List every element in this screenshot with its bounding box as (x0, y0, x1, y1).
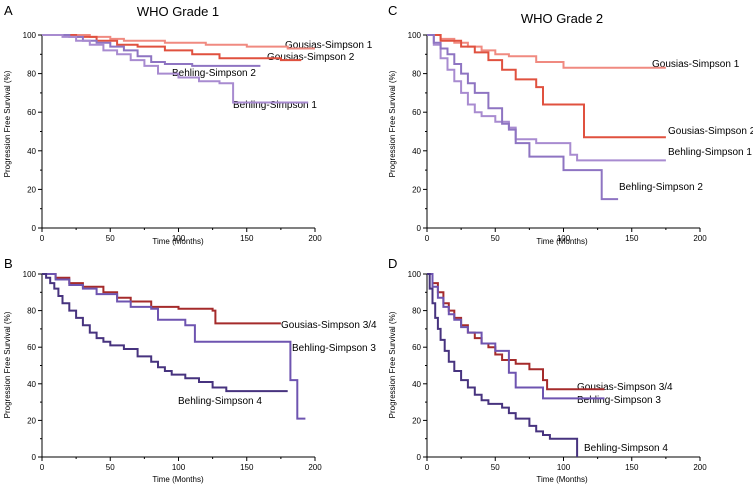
y-axis-title: Progression Free Survival (%) (388, 70, 397, 177)
x-tick-label: 100 (172, 463, 186, 472)
y-axis-title: Progression Free Survival (%) (388, 311, 397, 418)
km-curve-gousias-simpson-3-4 (42, 273, 281, 325)
y-tick-label: 20 (27, 416, 36, 425)
y-axis-title: Progression Free Survival (%) (3, 70, 12, 177)
y-tick-label: 100 (23, 270, 37, 279)
km-curve-behling-simpson-3 (427, 273, 605, 400)
x-tick-label: 150 (240, 234, 254, 243)
panel-b: B Time (Months) Progression Free Surviva… (3, 256, 377, 484)
chart-title: WHO Grade 2 (521, 11, 603, 26)
x-tick-label: 0 (425, 234, 430, 243)
x-tick-label: 100 (557, 234, 571, 243)
x-tick-label: 50 (491, 234, 500, 243)
x-tick-label: 150 (625, 463, 639, 472)
y-tick-label: 80 (412, 70, 421, 79)
x-tick-label: 50 (106, 463, 115, 472)
y-tick-label: 40 (27, 380, 36, 389)
x-axis-title: Time (Months) (536, 475, 588, 484)
km-curve-behling-simpson-1 (42, 34, 309, 104)
y-tick-label: 100 (408, 270, 422, 279)
series-label-behling-simpson-2: Behling-Simpson 2 (619, 182, 703, 193)
y-tick-label: 60 (412, 108, 421, 117)
x-tick-label: 200 (693, 234, 707, 243)
x-tick-label: 100 (172, 234, 186, 243)
panel-letter: C (388, 3, 397, 18)
km-curve-behling-simpson-3 (42, 273, 306, 420)
km-curve-behling-simpson-4 (42, 273, 288, 393)
y-tick-label: 100 (408, 31, 422, 40)
x-tick-label: 150 (625, 234, 639, 243)
series-label-gousias-simpson-3-4: Gousias-Simpson 3/4 (281, 320, 377, 331)
panel-d: D Time (Months) Progression Free Surviva… (388, 256, 707, 484)
panel-letter: B (4, 256, 13, 271)
series-label-behling-simpson-4: Behling-Simpson 4 (584, 443, 668, 454)
x-axis-title: Time (Months) (152, 237, 204, 246)
x-tick-label: 200 (693, 463, 707, 472)
y-tick-label: 80 (412, 307, 421, 316)
y-tick-label: 80 (27, 70, 36, 79)
x-tick-label: 200 (308, 234, 322, 243)
x-tick-label: 0 (40, 234, 45, 243)
x-tick-label: 100 (557, 463, 571, 472)
series-label-gousias-simpson-1: Gousias-Simpson 1 (285, 40, 373, 51)
y-tick-label: 100 (23, 31, 37, 40)
km-curve-gousias-simpson-2 (42, 34, 302, 62)
y-tick-label: 40 (412, 380, 421, 389)
x-tick-label: 150 (240, 463, 254, 472)
panel-letter: D (388, 256, 397, 271)
y-tick-label: 20 (412, 416, 421, 425)
y-tick-label: 0 (32, 453, 37, 462)
km-curve-behling-simpson-1 (427, 34, 666, 162)
panel-a: A WHO Grade 1 Time (Months) Progression … (3, 3, 373, 246)
y-tick-label: 60 (27, 108, 36, 117)
series-label-behling-simpson-3: Behling-Simpson 3 (292, 343, 376, 354)
y-axis-title: Progression Free Survival (%) (3, 311, 12, 418)
y-tick-label: 20 (27, 185, 36, 194)
series-label-gousias-simpson-2: Gousias-Simpson 2 (668, 126, 753, 137)
series-label-behling-simpson-1: Behling-Simpson 1 (668, 147, 752, 158)
y-tick-label: 40 (27, 147, 36, 156)
km-curve-behling-simpson-2 (42, 34, 261, 67)
km-curve-behling-simpson-2 (427, 34, 619, 201)
y-tick-label: 20 (412, 185, 421, 194)
y-tick-label: 60 (27, 343, 36, 352)
y-tick-label: 0 (417, 453, 422, 462)
panel-letter: A (4, 3, 13, 18)
x-tick-label: 50 (106, 234, 115, 243)
y-tick-label: 60 (412, 343, 421, 352)
x-tick-label: 0 (40, 463, 45, 472)
series-label-gousias-simpson-3-4: Gousias-Simpson 3/4 (577, 382, 673, 393)
series-label-gousias-simpson-2: Gousias-Simpson 2 (267, 52, 355, 63)
x-tick-label: 200 (308, 463, 322, 472)
km-curve-behling-simpson-4 (427, 273, 579, 457)
y-tick-label: 0 (32, 224, 37, 233)
series-label-behling-simpson-3: Behling-Simpson 3 (577, 395, 661, 406)
y-tick-label: 40 (412, 147, 421, 156)
chart-title: WHO Grade 1 (137, 4, 219, 19)
x-axis-title: Time (Months) (152, 475, 204, 484)
x-axis-title: Time (Months) (536, 237, 588, 246)
x-tick-label: 50 (491, 463, 500, 472)
series-label-behling-simpson-1: Behling-Simpson 1 (233, 100, 317, 111)
series-label-behling-simpson-2: Behling-Simpson 2 (172, 68, 256, 79)
km-curve-gousias-simpson-1 (427, 34, 666, 69)
panel-c: C WHO Grade 2 Time (Months) Progression … (388, 3, 753, 246)
y-tick-label: 0 (417, 224, 422, 233)
series-label-behling-simpson-4: Behling-Simpson 4 (178, 396, 262, 407)
series-label-gousias-simpson-1: Gousias-Simpson 1 (652, 59, 740, 70)
km-curve-gousias-simpson-2 (427, 34, 666, 139)
x-tick-label: 0 (425, 463, 430, 472)
y-tick-label: 80 (27, 307, 36, 316)
